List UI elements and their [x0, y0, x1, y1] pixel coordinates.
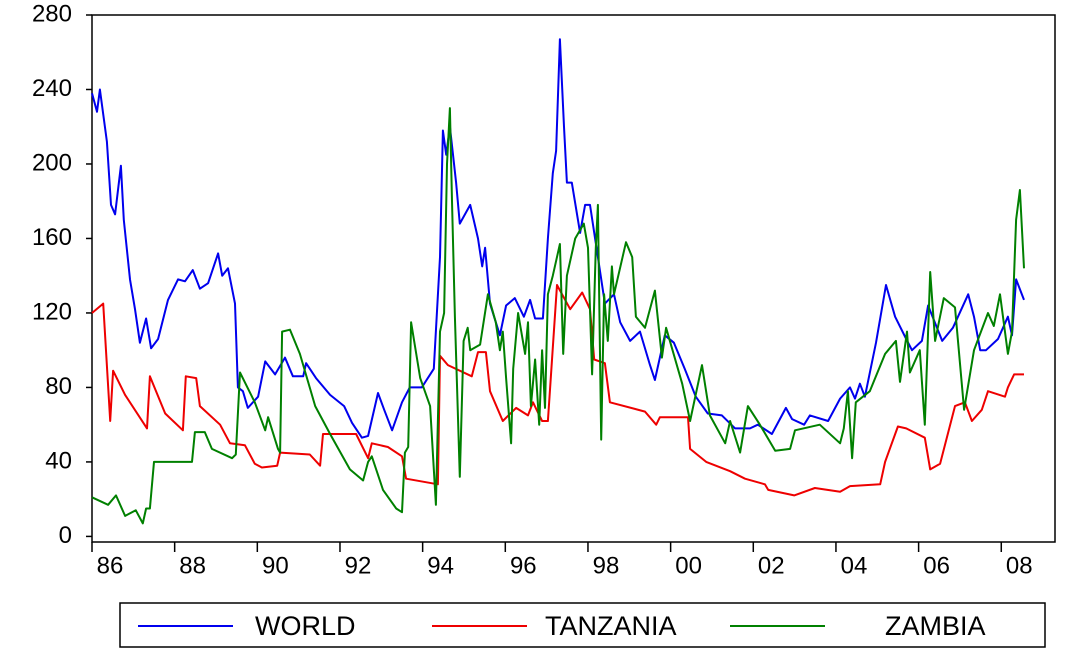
y-tick-label: 160: [32, 224, 72, 251]
x-tick-label: 00: [675, 552, 702, 579]
legend-label: ZAMBIA: [885, 611, 986, 641]
x-tick-label: 08: [1006, 552, 1033, 579]
x-tick-label: 94: [427, 552, 454, 579]
y-tick-label: 280: [32, 0, 72, 27]
series-line: [91, 284, 1024, 497]
legend: WORLD TANZANIA ZAMBIA: [138, 611, 986, 641]
x-tick-label: 98: [593, 552, 620, 579]
x-tick-label: 88: [179, 552, 206, 579]
legend-label: TANZANIA: [545, 611, 677, 641]
plot-frame: [91, 14, 1056, 543]
x-tick-label: 02: [758, 552, 785, 579]
x-tick-label: 90: [262, 552, 289, 579]
y-tick-label: 0: [59, 522, 72, 549]
x-tick-label: 96: [510, 552, 537, 579]
y-tick-label: 40: [45, 447, 72, 474]
x-tick-label: 92: [345, 552, 372, 579]
legend-box: [119, 602, 1046, 648]
x-tick-label: 86: [97, 552, 124, 579]
x-tick-label: 06: [923, 552, 950, 579]
y-tick-label: 200: [32, 149, 72, 176]
y-tick-label: 120: [32, 298, 72, 325]
legend-label: WORLD: [255, 611, 356, 641]
x-tick-label: 04: [841, 552, 868, 579]
series-line: [91, 107, 1025, 525]
y-tick-label: 240: [32, 75, 72, 102]
y-tick-label: 80: [45, 373, 72, 400]
series-line: [91, 38, 1025, 439]
